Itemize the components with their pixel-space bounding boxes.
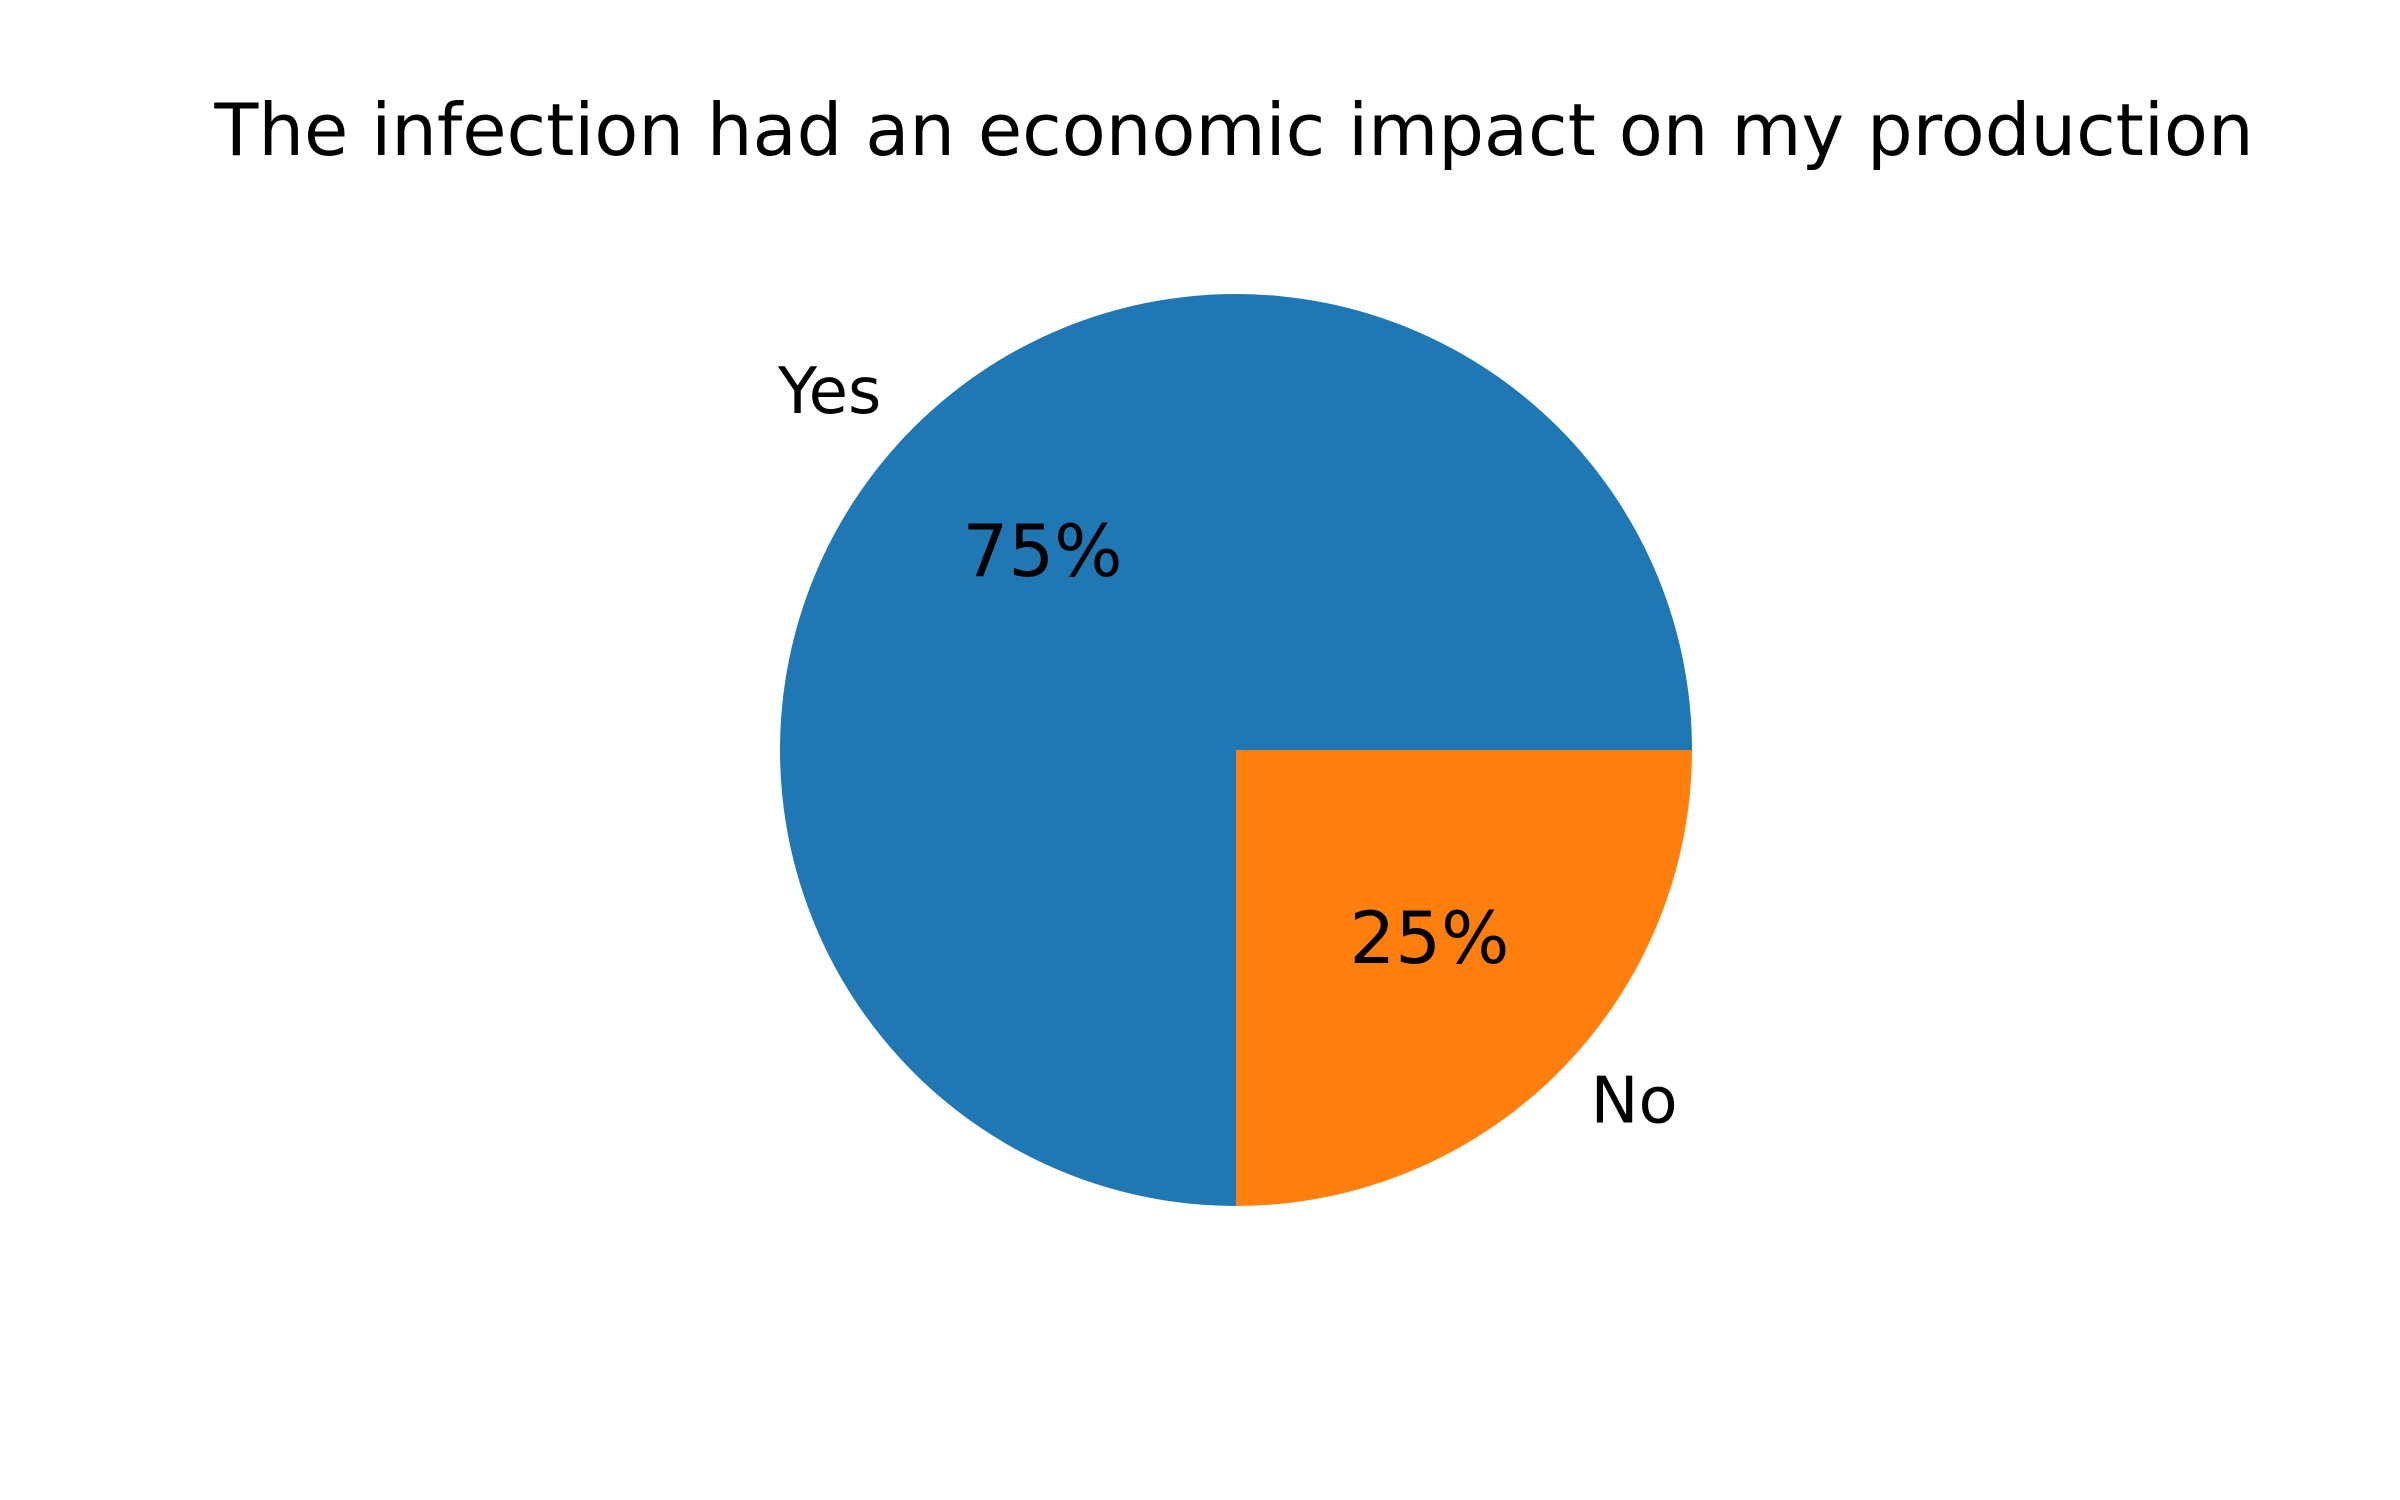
chart-title: The infection had an economic impact on … (213, 88, 2253, 172)
pie-slices (780, 294, 1692, 1206)
percent-label-no: 25% (1349, 896, 1509, 980)
slice-label-yes: Yes (777, 355, 881, 429)
pie-labels: Yes 75% No 25% (777, 355, 1678, 1138)
slice-label-no: No (1591, 1064, 1678, 1138)
percent-label-yes: 75% (963, 509, 1123, 593)
pie-slice-no (1236, 750, 1692, 1206)
